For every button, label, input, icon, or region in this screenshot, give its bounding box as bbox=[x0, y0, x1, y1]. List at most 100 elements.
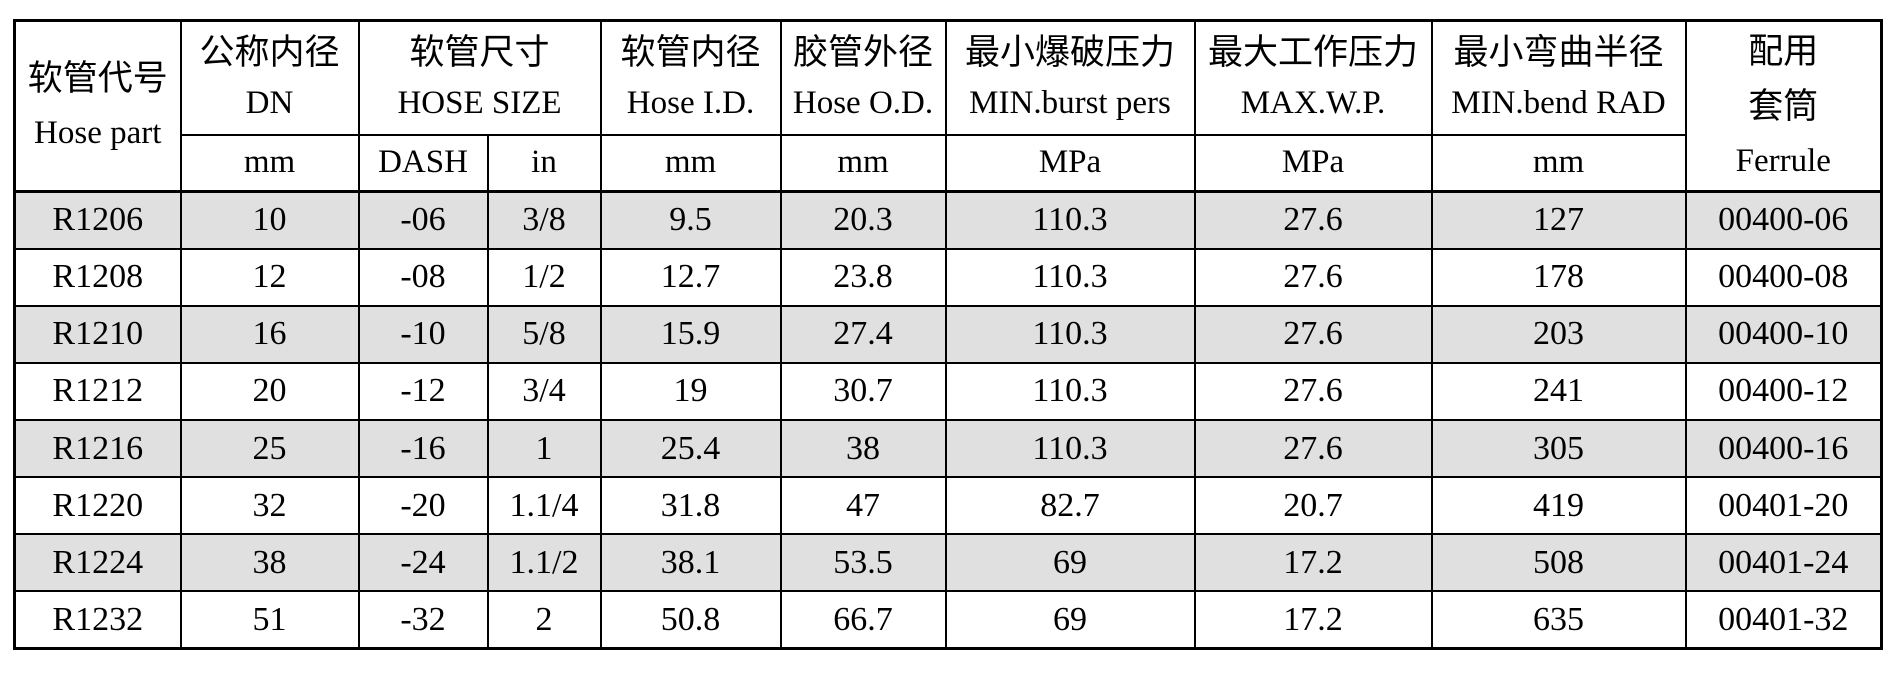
header-max-wp: 最大工作压力 MAX.W.P. bbox=[1193, 19, 1433, 136]
cell-part: R1208 bbox=[13, 247, 182, 307]
cell-wp: 27.6 bbox=[1193, 247, 1433, 307]
cell-burst: 110.3 bbox=[944, 189, 1196, 250]
unit-max-wp: MPa bbox=[1193, 133, 1433, 193]
cell-id: 50.8 bbox=[599, 590, 782, 650]
cell-burst: 110.3 bbox=[944, 304, 1196, 364]
cell-bend: 305 bbox=[1430, 418, 1687, 479]
unit-in: in bbox=[486, 133, 602, 193]
cell-part: R1232 bbox=[13, 590, 182, 650]
header-max-wp-en: MAX.W.P. bbox=[1240, 84, 1386, 121]
header-dn-en: DN bbox=[245, 84, 294, 121]
cell-in: 3/8 bbox=[486, 189, 602, 250]
cell-wp: 27.6 bbox=[1193, 304, 1433, 364]
header-max-wp-zh: 最大工作压力 bbox=[1207, 32, 1418, 72]
header-hose-part-zh: 软管代号 bbox=[27, 59, 168, 98]
header-hose-part: 软管代号 Hose part bbox=[13, 19, 182, 193]
table-row: R1206 10 -06 3/8 9.5 20.3 110.3 27.6 127… bbox=[13, 189, 1883, 250]
cell-ferrule: 00401-32 bbox=[1684, 590, 1883, 650]
cell-wp: 27.6 bbox=[1193, 189, 1433, 250]
unit-dn: mm bbox=[179, 133, 360, 193]
header-hose-size-zh: 软管尺寸 bbox=[409, 32, 550, 72]
cell-od: 38 bbox=[779, 418, 947, 479]
table-row: R1220 32 -20 1.1/4 31.8 47 82.7 20.7 419… bbox=[13, 476, 1883, 536]
table-row: R1216 25 -16 1 25.4 38 110.3 27.6 305 00… bbox=[13, 418, 1883, 479]
cell-dash: -12 bbox=[357, 361, 489, 422]
cell-part: R1216 bbox=[13, 418, 182, 479]
cell-burst: 110.3 bbox=[944, 361, 1196, 422]
cell-ferrule: 00400-12 bbox=[1684, 361, 1883, 422]
cell-in: 1 bbox=[486, 418, 602, 479]
cell-in: 5/8 bbox=[486, 304, 602, 364]
cell-dn: 10 bbox=[179, 189, 360, 250]
header-hose-id-zh: 软管内径 bbox=[620, 32, 761, 72]
cell-od: 23.8 bbox=[779, 247, 947, 307]
cell-dn: 12 bbox=[179, 247, 360, 307]
header-min-bend-en: MIN.bend RAD bbox=[1451, 84, 1666, 121]
cell-in: 2 bbox=[486, 590, 602, 650]
header-dn: 公称内径 DN bbox=[179, 19, 360, 136]
cell-od: 66.7 bbox=[779, 590, 947, 650]
cell-dn: 16 bbox=[179, 304, 360, 364]
header-hose-id: 软管内径 Hose I.D. bbox=[599, 19, 782, 136]
table-row: R1224 38 -24 1.1/2 38.1 53.5 69 17.2 508… bbox=[13, 533, 1883, 593]
cell-part: R1212 bbox=[13, 361, 182, 422]
cell-wp: 27.6 bbox=[1193, 418, 1433, 479]
header-hose-part-en: Hose part bbox=[34, 115, 162, 151]
unit-min-burst: MPa bbox=[944, 133, 1196, 193]
header-ferrule-zh1: 配用 bbox=[1748, 31, 1819, 71]
cell-bend: 508 bbox=[1430, 533, 1687, 593]
cell-dash: -20 bbox=[357, 476, 489, 536]
cell-dash: -06 bbox=[357, 189, 489, 250]
cell-ferrule: 00400-10 bbox=[1684, 304, 1883, 364]
table-row: R1232 51 -32 2 50.8 66.7 69 17.2 635 004… bbox=[13, 590, 1883, 650]
cell-wp: 27.6 bbox=[1193, 361, 1433, 422]
header-hose-od-en: Hose O.D. bbox=[792, 84, 934, 121]
header-hose-size-en: HOSE SIZE bbox=[397, 84, 562, 121]
cell-in: 1.1/4 bbox=[486, 476, 602, 536]
cell-bend: 127 bbox=[1430, 189, 1687, 250]
cell-wp: 17.2 bbox=[1193, 590, 1433, 650]
table-row: R1210 16 -10 5/8 15.9 27.4 110.3 27.6 20… bbox=[13, 304, 1883, 364]
cell-wp: 17.2 bbox=[1193, 533, 1433, 593]
cell-bend: 635 bbox=[1430, 590, 1687, 650]
cell-dash: -16 bbox=[357, 418, 489, 479]
cell-bend: 419 bbox=[1430, 476, 1687, 536]
cell-id: 12.7 bbox=[599, 247, 782, 307]
cell-burst: 82.7 bbox=[944, 476, 1196, 536]
cell-id: 19 bbox=[599, 361, 782, 422]
cell-ferrule: 00400-08 bbox=[1684, 247, 1883, 307]
cell-burst: 69 bbox=[944, 533, 1196, 593]
table-row: R1212 20 -12 3/4 19 30.7 110.3 27.6 241 … bbox=[13, 361, 1883, 422]
cell-dn: 32 bbox=[179, 476, 360, 536]
header-hose-od: 胶管外径 Hose O.D. bbox=[779, 19, 947, 136]
cell-dn: 20 bbox=[179, 361, 360, 422]
cell-burst: 110.3 bbox=[944, 247, 1196, 307]
cell-part: R1220 bbox=[13, 476, 182, 536]
header-min-burst-zh: 最小爆破压力 bbox=[964, 32, 1175, 72]
cell-od: 30.7 bbox=[779, 361, 947, 422]
cell-od: 27.4 bbox=[779, 304, 947, 364]
cell-dash: -32 bbox=[357, 590, 489, 650]
cell-ferrule: 00401-20 bbox=[1684, 476, 1883, 536]
cell-dash: -08 bbox=[357, 247, 489, 307]
header-min-bend-zh: 最小弯曲半径 bbox=[1453, 32, 1664, 72]
cell-id: 15.9 bbox=[599, 304, 782, 364]
cell-dn: 25 bbox=[179, 418, 360, 479]
header-dn-zh: 公称内径 bbox=[199, 32, 340, 72]
cell-od: 53.5 bbox=[779, 533, 947, 593]
cell-part: R1210 bbox=[13, 304, 182, 364]
cell-id: 31.8 bbox=[599, 476, 782, 536]
header-ferrule-en: Ferrule bbox=[1735, 142, 1831, 179]
cell-id: 38.1 bbox=[599, 533, 782, 593]
header-hose-id-en: Hose I.D. bbox=[626, 84, 755, 121]
unit-hose-id: mm bbox=[599, 133, 782, 193]
unit-min-bend: mm bbox=[1430, 133, 1687, 193]
header-min-burst-en: MIN.burst pers bbox=[969, 84, 1171, 121]
cell-part: R1206 bbox=[13, 189, 182, 250]
header-hose-size: 软管尺寸 HOSE SIZE bbox=[357, 19, 602, 136]
cell-id: 25.4 bbox=[599, 418, 782, 479]
header-ferrule: 配用 套筒 Ferrule bbox=[1684, 19, 1883, 193]
cell-in: 1.1/2 bbox=[486, 533, 602, 593]
hose-spec-table: 软管代号 Hose part 公称内径 DN 软管尺寸 HOSE SIZE 软管… bbox=[13, 19, 1883, 650]
